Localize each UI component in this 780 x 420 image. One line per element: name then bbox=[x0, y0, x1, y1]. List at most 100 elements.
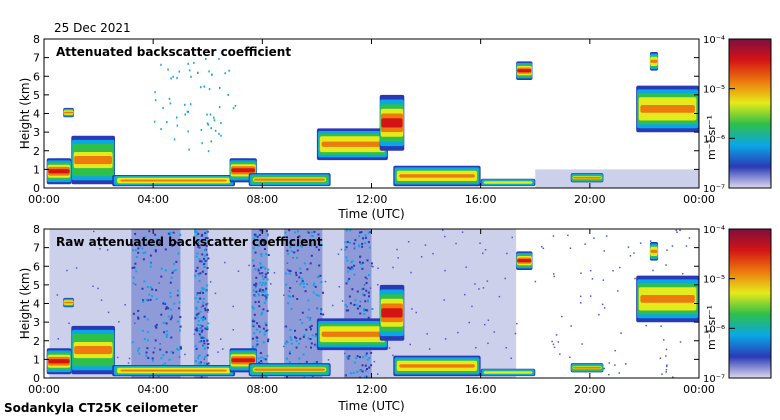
noise-speckle bbox=[106, 238, 109, 241]
noise-speckle bbox=[652, 269, 654, 272]
speckle bbox=[197, 71, 199, 74]
noise-speckle bbox=[676, 231, 678, 233]
noise-speckle bbox=[288, 272, 291, 275]
noise-speckle bbox=[363, 313, 366, 315]
noise-speckle bbox=[426, 333, 428, 335]
noise-speckle bbox=[263, 290, 265, 293]
noise-speckle bbox=[603, 307, 606, 309]
noise-speckle bbox=[203, 362, 206, 365]
noise-speckle bbox=[317, 275, 320, 278]
noise-speckle bbox=[175, 260, 178, 263]
noise-speckle bbox=[254, 301, 257, 304]
noise-speckle bbox=[660, 325, 662, 327]
noise-speckle bbox=[348, 277, 351, 280]
speckle bbox=[170, 77, 172, 80]
noise-speckle bbox=[365, 289, 368, 292]
noise-speckle bbox=[305, 346, 307, 348]
noise-speckle bbox=[364, 309, 367, 311]
noise-speckle bbox=[257, 269, 260, 272]
noise-speckle bbox=[259, 262, 262, 265]
noise-speckle bbox=[304, 290, 307, 293]
x-tick-label: 16:00 bbox=[465, 193, 497, 206]
noise-speckle bbox=[171, 244, 174, 247]
noise-speckle bbox=[248, 264, 250, 267]
noise-speckle bbox=[359, 369, 362, 372]
noise-speckle bbox=[303, 286, 306, 288]
colorbar-tick-label: 10⁻⁵ bbox=[703, 85, 725, 96]
noise-speckle bbox=[264, 276, 267, 279]
noise-speckle bbox=[420, 256, 423, 258]
noise-speckle bbox=[287, 302, 290, 305]
noise-speckle bbox=[371, 308, 374, 310]
noise-speckle bbox=[360, 263, 363, 266]
noise-speckle bbox=[347, 309, 350, 312]
noise-speckle bbox=[203, 342, 206, 345]
noise-speckle bbox=[265, 287, 268, 290]
noise-speckle bbox=[415, 311, 417, 314]
noise-speckle bbox=[362, 287, 365, 290]
noise-speckle bbox=[307, 337, 310, 340]
noise-speckle bbox=[614, 364, 616, 366]
noise-speckle bbox=[195, 327, 198, 330]
cloud-layer bbox=[254, 178, 326, 181]
noise-speckle bbox=[442, 229, 444, 231]
noise-speckle bbox=[665, 348, 668, 351]
noise-speckle bbox=[260, 253, 263, 255]
speckle bbox=[168, 97, 171, 100]
noise-speckle bbox=[603, 250, 605, 252]
noise-speckle bbox=[620, 332, 622, 334]
noise-speckle bbox=[366, 278, 368, 280]
noise-speckle bbox=[264, 282, 267, 284]
noise-speckle bbox=[313, 230, 316, 233]
noise-speckle bbox=[345, 309, 348, 312]
noise-speckle bbox=[167, 232, 170, 235]
noise-speckle bbox=[557, 341, 560, 343]
noise-speckle bbox=[206, 284, 209, 287]
noise-speckle bbox=[199, 297, 202, 300]
noise-speckle bbox=[364, 364, 367, 367]
noise-speckle bbox=[56, 294, 59, 296]
noise-speckle bbox=[359, 356, 361, 359]
cloud-layer bbox=[74, 346, 112, 355]
noise-speckle bbox=[363, 308, 366, 310]
noise-speckle bbox=[259, 352, 262, 354]
noise-speckle bbox=[146, 318, 149, 321]
noise-speckle bbox=[345, 256, 348, 259]
noise-speckle bbox=[315, 344, 318, 347]
noise-speckle bbox=[200, 327, 202, 329]
noise-speckle bbox=[302, 353, 305, 356]
noise-speckle bbox=[214, 292, 217, 295]
noise-speckle bbox=[158, 282, 160, 284]
noise-speckle bbox=[260, 231, 263, 234]
speckle bbox=[228, 69, 230, 72]
noise-speckle bbox=[634, 277, 636, 280]
noise-speckle bbox=[206, 253, 209, 256]
cloud-layer bbox=[74, 156, 112, 165]
noise-speckle bbox=[204, 254, 207, 257]
noise-speckle bbox=[347, 270, 349, 273]
cloud-layer bbox=[640, 295, 695, 303]
noise-speckle bbox=[127, 362, 130, 364]
noise-speckle bbox=[152, 240, 155, 243]
speckle bbox=[189, 103, 192, 106]
noise-speckle bbox=[344, 374, 346, 377]
noise-speckle bbox=[368, 357, 371, 359]
noise-speckle bbox=[365, 375, 368, 378]
noise-speckle bbox=[204, 273, 207, 275]
noise-speckle bbox=[154, 250, 157, 253]
noise-speckle bbox=[285, 340, 288, 343]
noise-speckle bbox=[57, 338, 59, 340]
noise-speckle bbox=[202, 319, 204, 321]
noise-speckle bbox=[133, 266, 136, 269]
y-tick-label: 2 bbox=[33, 145, 40, 158]
noise-speckle bbox=[134, 249, 137, 252]
speckle bbox=[206, 113, 208, 116]
noise-speckle bbox=[206, 326, 209, 328]
noise-speckle bbox=[146, 339, 149, 342]
noise-speckle bbox=[593, 237, 595, 239]
noise-speckle bbox=[134, 283, 137, 286]
plot-area bbox=[44, 39, 699, 188]
noise-speckle bbox=[195, 360, 198, 363]
noise-speckle bbox=[679, 229, 681, 232]
noise-speckle bbox=[262, 308, 265, 311]
